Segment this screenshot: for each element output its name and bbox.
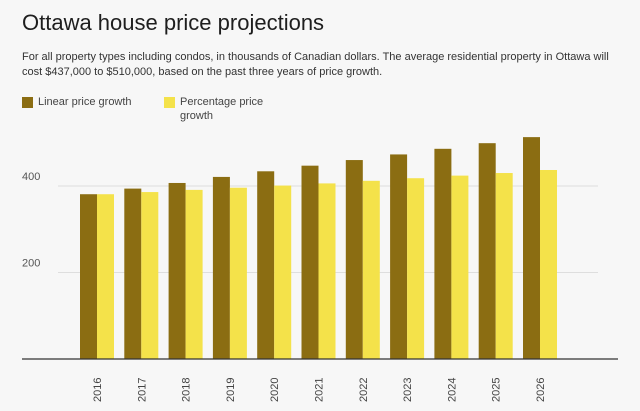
bar-linear-2023 xyxy=(390,154,408,359)
legend-label-percentage-line1: Percentage price xyxy=(180,96,264,108)
bar-percentage-2017 xyxy=(141,192,159,359)
chart-title: Ottawa house price projections xyxy=(22,10,325,35)
bar-linear-2019 xyxy=(212,176,230,359)
x-tick-label-2026: 2026 xyxy=(535,378,547,402)
legend-label-linear: Linear price growth xyxy=(38,96,132,108)
x-tick-label-2018: 2018 xyxy=(181,378,193,402)
bar-percentage-2024 xyxy=(451,175,469,359)
x-tick-label-2024: 2024 xyxy=(446,378,458,402)
bar-linear-2016 xyxy=(80,194,97,359)
y-tick-label-400: 400 xyxy=(22,171,40,183)
bar-linear-2017 xyxy=(124,188,142,359)
bar-percentage-2020 xyxy=(274,185,292,359)
x-tick-label-2022: 2022 xyxy=(358,378,370,402)
x-tick-label-2019: 2019 xyxy=(225,378,237,402)
legend-swatch-linear xyxy=(22,97,33,108)
x-tick-label-2021: 2021 xyxy=(314,378,326,402)
y-tick-label-200: 200 xyxy=(22,258,40,270)
x-tick-label-2020: 2020 xyxy=(269,378,281,402)
bar-linear-2024 xyxy=(434,148,452,359)
bar-linear-2021 xyxy=(301,165,319,359)
bar-percentage-2016 xyxy=(97,194,114,359)
legend-label-percentage-line2: growth xyxy=(180,110,214,122)
bar-percentage-2025 xyxy=(495,173,513,359)
x-tick-label-2017: 2017 xyxy=(136,378,148,402)
bar-percentage-2022 xyxy=(362,180,380,359)
bar-percentage-2021 xyxy=(318,183,336,359)
bar-linear-2018 xyxy=(168,182,186,359)
x-tick-label-2016: 2016 xyxy=(92,378,104,402)
bar-linear-2026 xyxy=(523,137,540,359)
bar-percentage-2026 xyxy=(540,169,557,359)
legend-swatch-percentage xyxy=(164,97,175,108)
bar-linear-2020 xyxy=(257,171,275,359)
bar-percentage-2019 xyxy=(229,187,247,359)
chart-subtitle: For all property types including condos,… xyxy=(22,51,609,78)
x-tick-label-2025: 2025 xyxy=(491,378,503,402)
bar-percentage-2023 xyxy=(407,178,425,359)
bar-linear-2022 xyxy=(345,160,363,359)
bar-linear-2025 xyxy=(478,143,496,359)
bar-percentage-2018 xyxy=(185,189,203,359)
x-tick-label-2023: 2023 xyxy=(402,378,414,402)
